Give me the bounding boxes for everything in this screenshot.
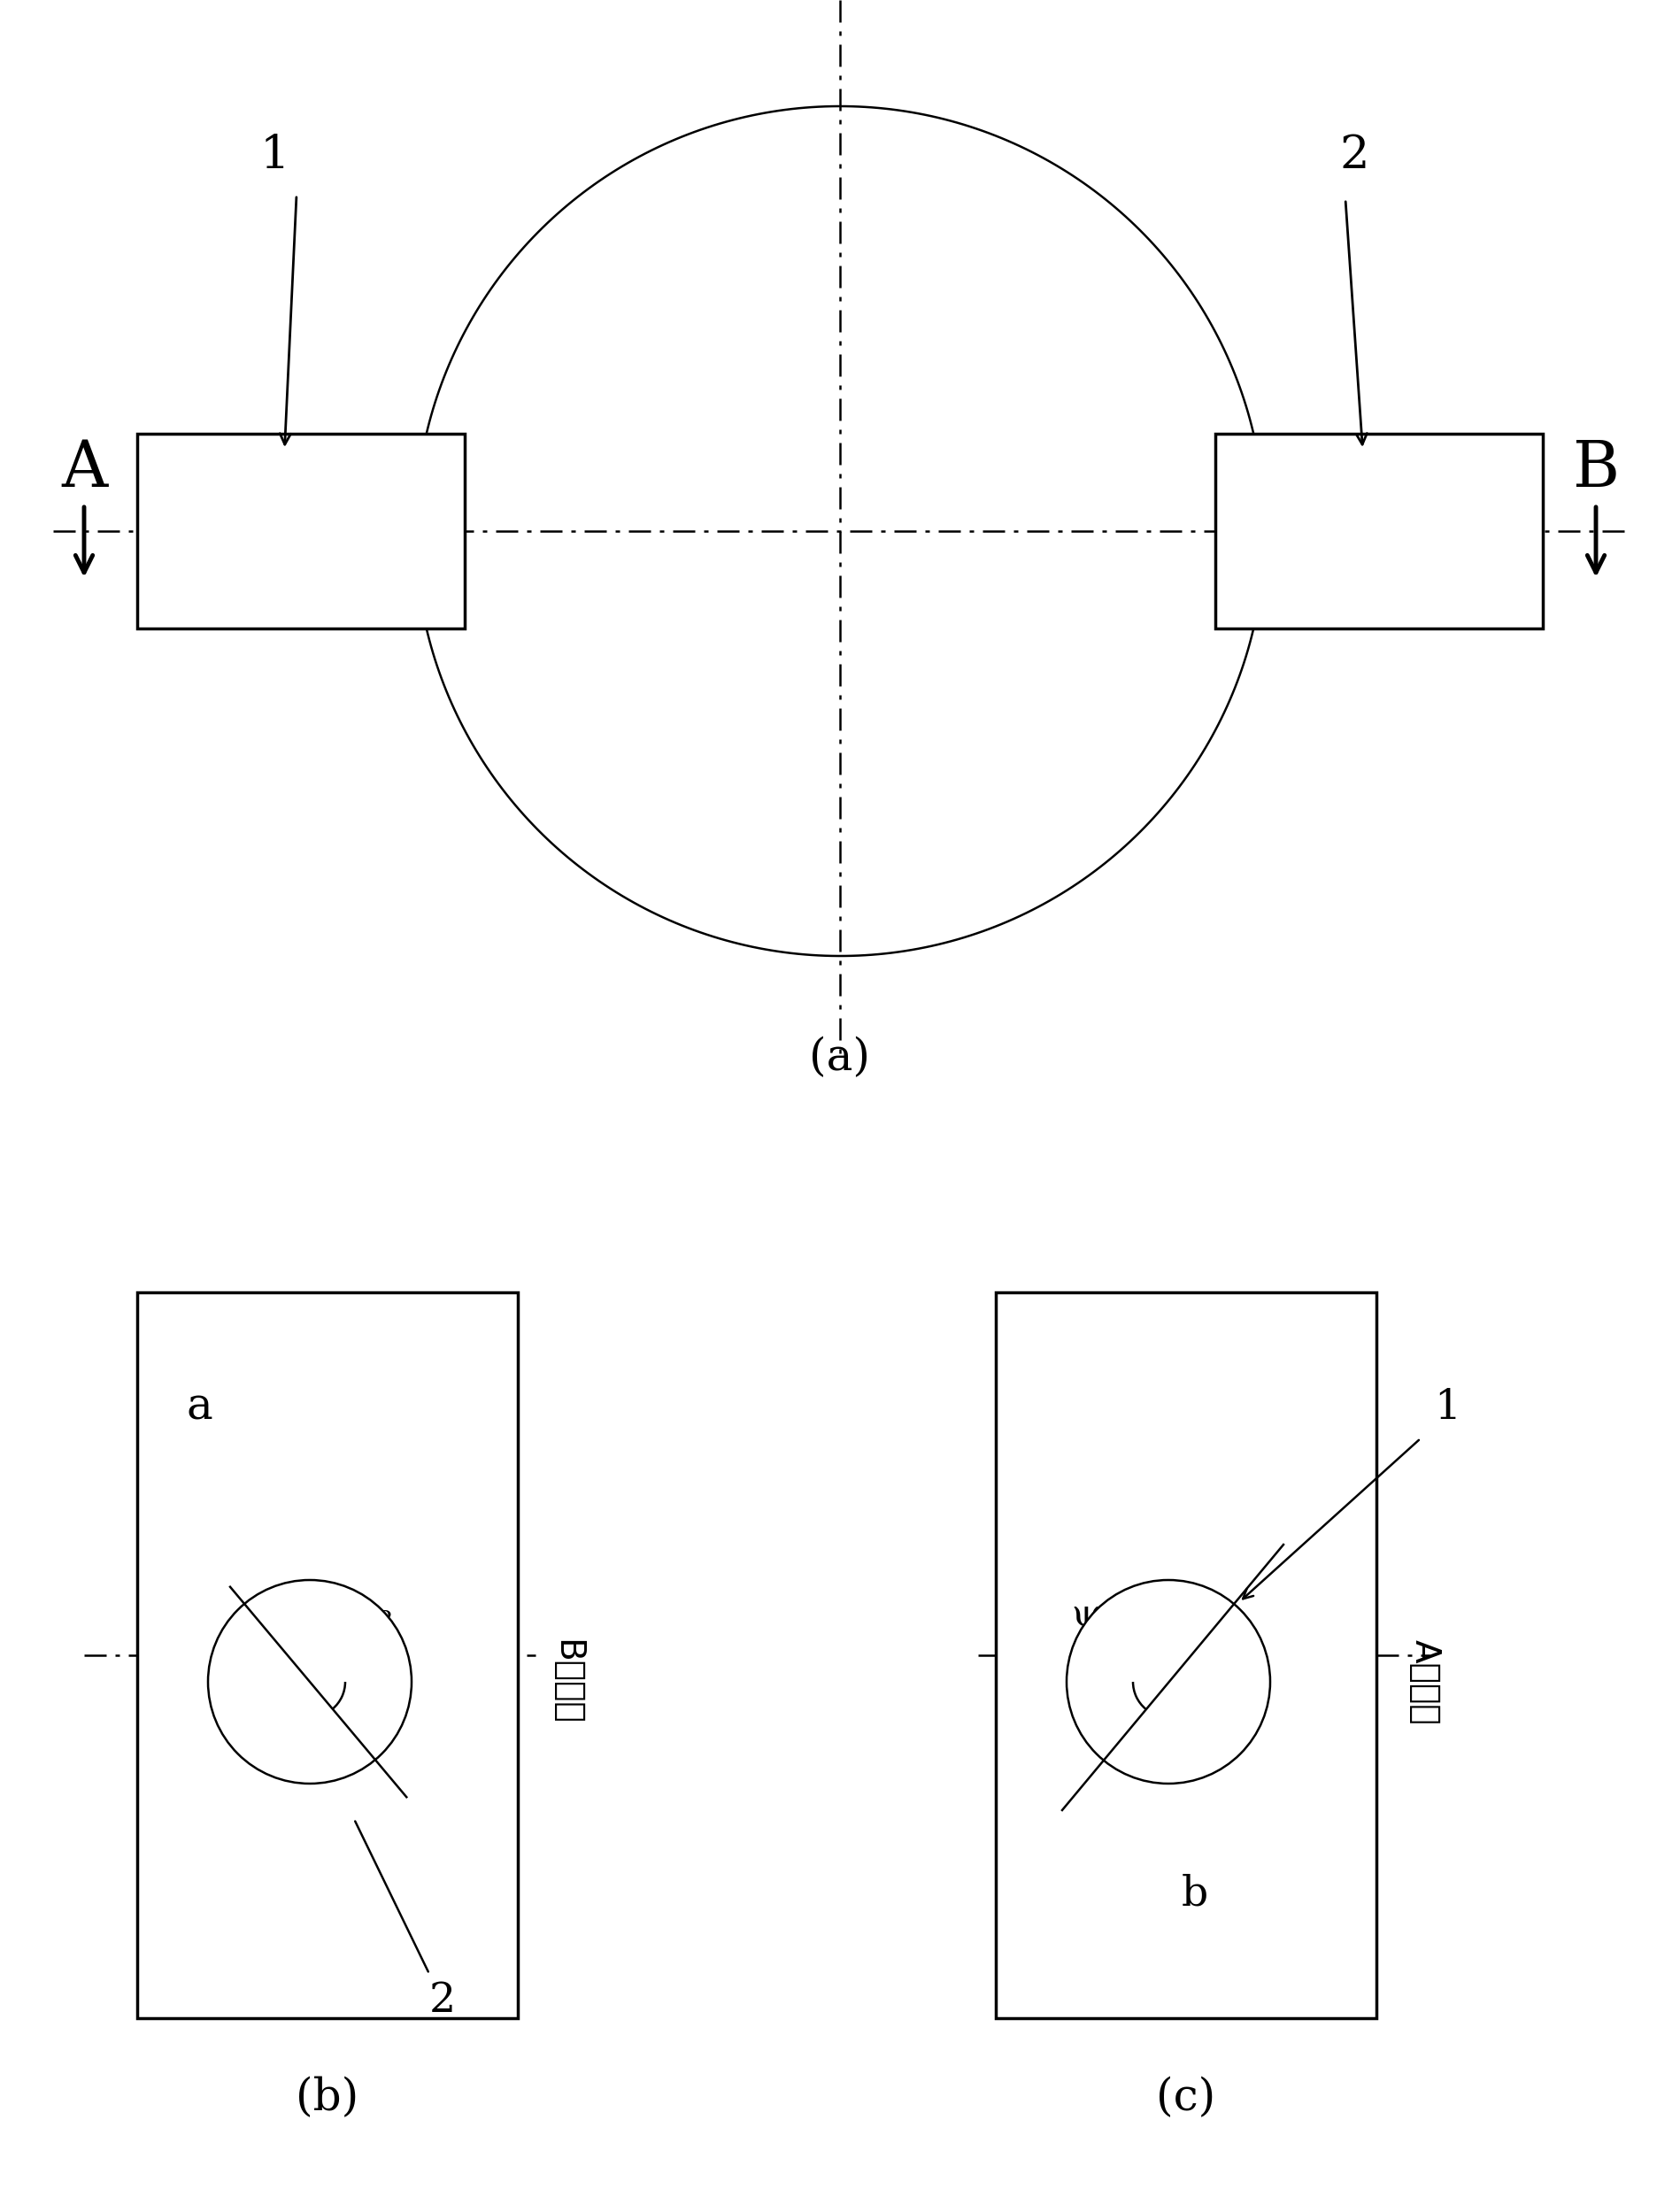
Text: 2: 2 (428, 1981, 455, 2020)
Text: A: A (60, 438, 108, 501)
Bar (138, 1292, 517, 2018)
Circle shape (1067, 1580, 1270, 1784)
Text: ψ₂: ψ₂ (349, 1596, 393, 1633)
Text: A向视图: A向视图 (1408, 1640, 1441, 1725)
Text: b: b (1181, 1874, 1208, 1913)
Text: B向视图: B向视图 (549, 1640, 583, 1725)
Text: (b): (b) (296, 2075, 360, 2119)
Text: (a): (a) (810, 1035, 870, 1079)
Text: 2: 2 (1339, 131, 1369, 177)
Bar (138, 433, 465, 628)
Text: (c): (c) (1156, 2075, 1216, 2119)
Text: ψ₁: ψ₁ (1072, 1596, 1116, 1633)
Text: 1: 1 (259, 131, 289, 177)
Bar (996, 1292, 1376, 2018)
Circle shape (208, 1580, 412, 1784)
Text: B: B (1572, 438, 1620, 501)
Bar (1215, 433, 1542, 628)
Text: a: a (186, 1386, 212, 1429)
Text: 1: 1 (1433, 1388, 1460, 1427)
